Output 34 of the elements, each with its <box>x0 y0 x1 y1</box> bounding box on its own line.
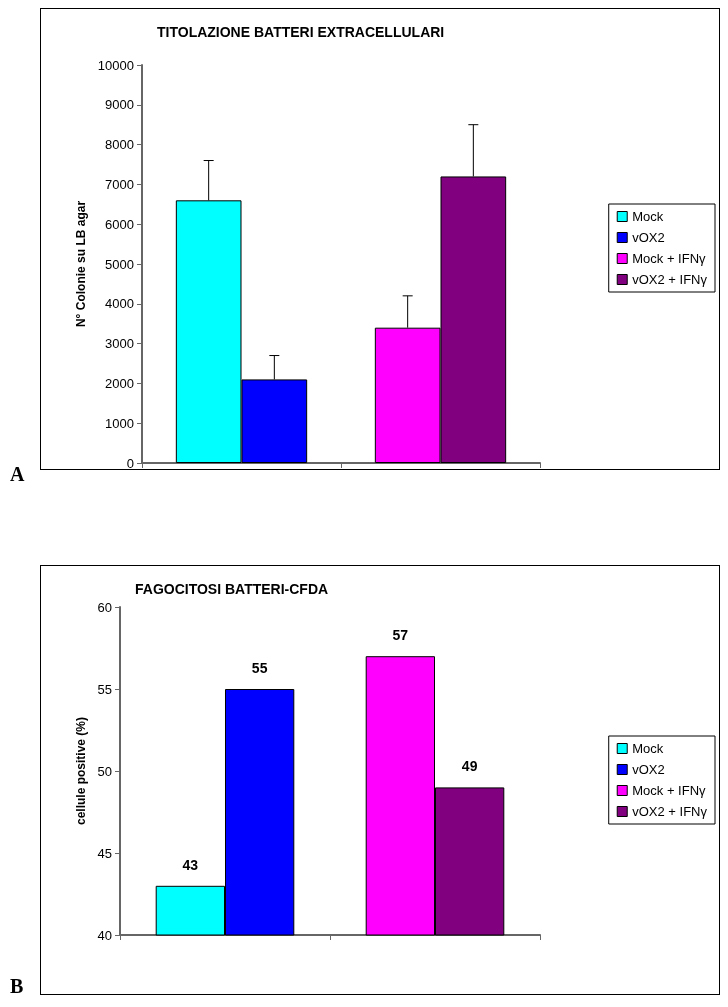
legend-label: Mock + IFNγ <box>632 783 707 798</box>
legend-label: Mock <box>632 209 664 224</box>
y-tick-label: 3000 <box>105 336 134 352</box>
y-tick-label: 40 <box>97 927 112 943</box>
legend-label: Mock + IFNγ <box>632 251 707 266</box>
legend-label: vOX2 <box>632 762 665 777</box>
y-tick-label: 0 <box>126 455 134 471</box>
text: B <box>10 975 24 997</box>
legend-label: vOX2 <box>632 230 665 245</box>
y-tick-label: 9000 <box>105 97 134 113</box>
y-tick-label: 10000 <box>97 57 134 73</box>
y-tick-label: 60 <box>97 599 112 615</box>
y-tick-label: 7000 <box>105 176 134 192</box>
y-tick-label: 50 <box>97 763 112 779</box>
legend-label: vOX2 + IFNγ <box>632 272 708 287</box>
y-tick-label: 4000 <box>105 296 134 312</box>
y-tick-label: 5000 <box>105 256 134 272</box>
chart-title: FAGOCITOSI BATTERI-CFDA <box>135 581 329 597</box>
y-axis-title: N° Colonie su LB agar <box>73 200 88 328</box>
data-label: 43 <box>182 856 199 873</box>
y-tick-label: 1000 <box>105 415 134 431</box>
y-tick-label: 45 <box>97 845 112 861</box>
data-label: 57 <box>392 627 409 644</box>
data-label: 49 <box>461 758 478 775</box>
chart-title: TITOLAZIONE BATTERI EXTRACELLULARI <box>157 24 445 40</box>
y-axis-title: cellule positive (%) <box>73 716 88 826</box>
y-tick-label: 2000 <box>105 375 134 391</box>
y-tick-label: 55 <box>97 681 112 697</box>
legend-label: Mock <box>632 741 664 756</box>
y-tick-label: 8000 <box>105 137 134 153</box>
y-tick-label: 6000 <box>105 216 134 232</box>
data-label: 55 <box>251 660 268 676</box>
legend-label: vOX2 + IFNγ <box>632 804 708 819</box>
text: A <box>10 463 25 485</box>
